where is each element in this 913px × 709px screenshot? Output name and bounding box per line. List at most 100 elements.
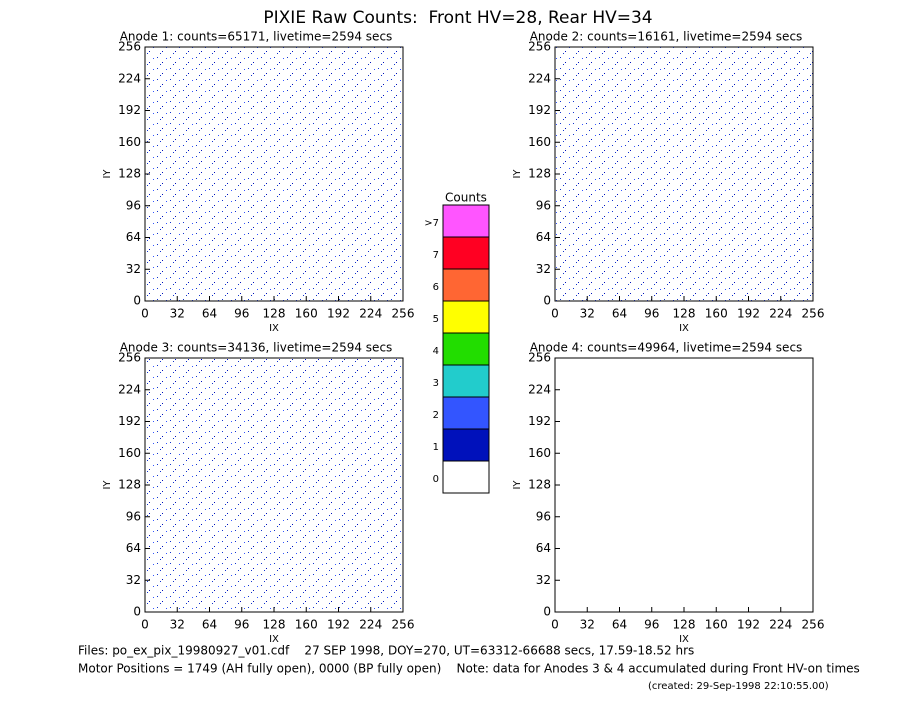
y-tick-label: 64: [536, 230, 551, 244]
y-tick-label: 192: [118, 414, 141, 428]
y-axis-label: IY: [512, 480, 523, 490]
y-tick-label: 256: [118, 351, 141, 365]
x-tick-label: 96: [644, 307, 659, 321]
y-tick-label: 64: [126, 541, 141, 555]
y-tick-label: 0: [543, 605, 551, 619]
y-tick-label: 32: [126, 573, 141, 587]
y-axis-label: IY: [102, 169, 113, 179]
y-tick-label: 192: [118, 103, 141, 117]
y-tick-label: 192: [528, 414, 551, 428]
x-axis-label: IX: [679, 323, 689, 334]
x-tick-label: 160: [295, 307, 318, 321]
x-tick-label: 224: [359, 307, 382, 321]
colorbar-swatch: [442, 428, 490, 462]
y-tick-label: 256: [118, 40, 141, 54]
y-tick-label: 64: [126, 230, 141, 244]
x-tick-label: 128: [263, 307, 286, 321]
figure-title: PIXIE Raw Counts: Front HV=28, Rear HV=3…: [263, 8, 652, 28]
y-tick-label: 32: [536, 262, 551, 276]
x-axis-label: IX: [269, 634, 279, 645]
plot-area: [144, 46, 404, 302]
y-axis-label: IY: [512, 169, 523, 179]
footer-motor: Motor Positions = 1749 (AH fully open), …: [78, 662, 860, 676]
x-axis-label: IX: [679, 634, 689, 645]
x-tick-label: 64: [612, 307, 627, 321]
x-tick-label: 192: [737, 618, 760, 632]
y-tick-label: 0: [543, 294, 551, 308]
x-tick-label: 256: [392, 618, 415, 632]
x-tick-label: 160: [705, 618, 728, 632]
y-tick-label: 160: [118, 135, 141, 149]
x-tick-label: 32: [170, 307, 185, 321]
y-tick-label: 160: [528, 135, 551, 149]
panel-title: Anode 3: counts=34136, livetime=2594 sec…: [120, 341, 393, 355]
panel-title: Anode 4: counts=49964, livetime=2594 sec…: [530, 341, 803, 355]
x-tick-label: 0: [141, 618, 149, 632]
x-tick-label: 32: [580, 618, 595, 632]
y-tick-label: 256: [528, 351, 551, 365]
y-tick-label: 96: [126, 509, 141, 523]
plot-area: [554, 46, 814, 302]
y-tick-label: 0: [133, 294, 141, 308]
footer-files: Files: po_ex_pix_19980927_v01.cdf 27 SEP…: [78, 644, 694, 658]
colorbar-title: Counts: [445, 191, 487, 205]
x-tick-label: 0: [551, 618, 559, 632]
y-tick-label: 96: [536, 509, 551, 523]
y-tick-label: 224: [118, 71, 141, 85]
x-tick-label: 32: [580, 307, 595, 321]
x-tick-label: 128: [673, 307, 696, 321]
x-tick-label: 192: [327, 307, 350, 321]
colorbar-swatch: [442, 300, 490, 334]
y-tick-label: 128: [528, 167, 551, 181]
panel-title: Anode 1: counts=65171, livetime=2594 sec…: [120, 30, 393, 44]
x-tick-label: 224: [359, 618, 382, 632]
x-tick-label: 32: [170, 618, 185, 632]
x-axis-label: IX: [269, 323, 279, 334]
x-tick-label: 96: [234, 618, 249, 632]
y-tick-label: 224: [528, 382, 551, 396]
y-tick-label: 128: [118, 478, 141, 492]
colorbar-swatch: [442, 236, 490, 270]
colorbar-swatch: [442, 268, 490, 302]
y-tick-label: 160: [118, 446, 141, 460]
x-tick-label: 192: [737, 307, 760, 321]
x-tick-label: 64: [202, 307, 217, 321]
y-tick-label: 0: [133, 605, 141, 619]
colorbar-swatch: [442, 364, 490, 398]
colorbar-label: 2: [433, 410, 439, 421]
y-axis-label: IY: [102, 480, 113, 490]
y-tick-label: 96: [126, 198, 141, 212]
y-tick-label: 224: [118, 382, 141, 396]
x-tick-label: 256: [392, 307, 415, 321]
y-tick-label: 128: [528, 478, 551, 492]
y-tick-label: 256: [528, 40, 551, 54]
x-tick-label: 64: [202, 618, 217, 632]
x-tick-label: 64: [612, 618, 627, 632]
y-tick-label: 96: [536, 198, 551, 212]
y-tick-label: 224: [528, 71, 551, 85]
y-tick-label: 32: [126, 262, 141, 276]
x-tick-label: 160: [295, 618, 318, 632]
x-tick-label: 96: [234, 307, 249, 321]
y-tick-label: 64: [536, 541, 551, 555]
y-tick-label: 160: [528, 446, 551, 460]
colorbar-swatch: [442, 396, 490, 430]
y-tick-label: 128: [118, 167, 141, 181]
colorbar-label: 3: [433, 378, 439, 389]
colorbar-label: 7: [433, 250, 439, 261]
x-tick-label: 96: [644, 618, 659, 632]
x-tick-label: 128: [263, 618, 286, 632]
colorbar-label: 0: [433, 474, 439, 485]
colorbar-label: 4: [433, 346, 439, 357]
colorbar-label: 5: [433, 314, 439, 325]
panel-title: Anode 2: counts=16161, livetime=2594 sec…: [530, 30, 803, 44]
x-tick-label: 256: [802, 307, 825, 321]
colorbar-swatch: [442, 204, 490, 238]
colorbar-label: >7: [424, 218, 439, 229]
x-tick-label: 160: [705, 307, 728, 321]
x-tick-label: 224: [769, 618, 792, 632]
plot-area: [144, 357, 404, 613]
plot-area: [554, 357, 814, 613]
x-tick-label: 192: [327, 618, 350, 632]
